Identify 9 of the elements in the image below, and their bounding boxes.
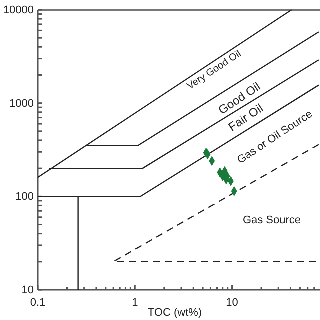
x-axis-title: TOC (wt%) (148, 307, 202, 319)
x-tick-label: 1 (132, 296, 138, 309)
y-tick-label: 10000 (3, 4, 34, 17)
annotation: Gas Source (242, 214, 302, 227)
y-tick-label: 1000 (10, 98, 34, 110)
y-tick-label: 100 (16, 191, 34, 204)
y-tick-label: 10 (22, 284, 34, 297)
x-tick-label: 0.1 (30, 296, 46, 309)
x-tick-label: 10 (226, 296, 238, 309)
